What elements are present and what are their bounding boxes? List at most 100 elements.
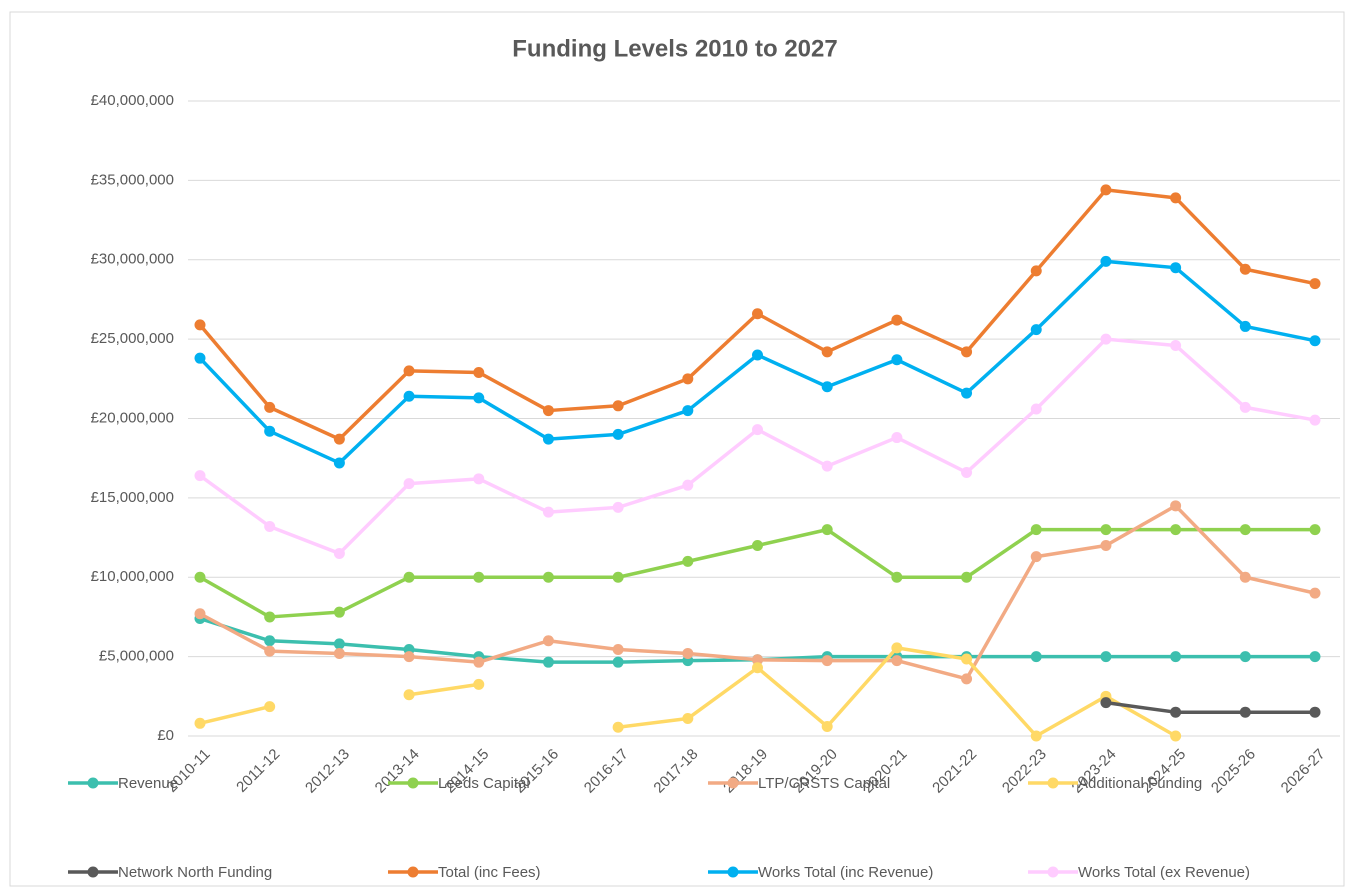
series-point (682, 405, 694, 417)
series-point (821, 655, 833, 667)
series-point (473, 366, 485, 378)
series-point (1170, 500, 1182, 512)
series-point (612, 571, 624, 583)
series-point (682, 713, 694, 725)
series-point (821, 381, 833, 393)
y-tick-label: £35,000,000 (91, 171, 174, 188)
series-point (612, 721, 624, 733)
series-point (542, 635, 554, 647)
series-point (333, 457, 345, 469)
y-tick-label: £10,000,000 (91, 568, 174, 585)
legend-label: Network North Funding (118, 864, 272, 881)
series-point (1170, 524, 1182, 536)
series-point (1170, 706, 1182, 718)
series-point (1309, 651, 1321, 663)
series-point (682, 479, 694, 491)
legend-swatch-point (407, 866, 419, 878)
y-tick-label: £30,000,000 (91, 251, 174, 268)
series-point (1100, 333, 1112, 345)
series-point (403, 365, 415, 377)
series-point (612, 501, 624, 513)
legend-swatch-point (407, 777, 419, 789)
series-point (821, 720, 833, 732)
chart-border (9, 11, 1345, 887)
series-point (1309, 587, 1321, 599)
series-point (542, 506, 554, 518)
series-point (1100, 540, 1112, 551)
series-point (264, 645, 276, 657)
series-point (1309, 335, 1321, 347)
series-point (682, 555, 694, 567)
series-point (473, 473, 485, 485)
series-point (1030, 324, 1042, 336)
y-tick-label: £25,000,000 (91, 330, 174, 347)
series-point (961, 346, 973, 358)
series-point (1239, 706, 1251, 718)
series-point (473, 392, 485, 404)
series-point (1239, 571, 1251, 583)
series-point (1239, 320, 1251, 332)
series-point (1030, 524, 1042, 536)
series-point (1030, 551, 1042, 563)
series-point (194, 608, 206, 620)
series-point (752, 654, 763, 666)
series-point (612, 428, 624, 440)
series-point (961, 387, 973, 399)
y-tick-label: £5,000,000 (99, 648, 174, 665)
series-point (1170, 730, 1182, 742)
series-point (752, 540, 763, 551)
legend-swatch-point (1047, 777, 1059, 789)
series-point (194, 571, 206, 583)
series-point (961, 653, 973, 665)
series-point (1309, 706, 1321, 718)
legend-swatch-point (727, 777, 739, 789)
legend-swatch-point (87, 866, 99, 878)
series-point (1100, 697, 1112, 709)
series-point (333, 547, 345, 559)
series-line (408, 682, 480, 697)
series-point (1030, 651, 1042, 663)
series-point (542, 405, 554, 417)
series-point (682, 647, 694, 659)
series-point (403, 571, 415, 583)
series-point (891, 314, 903, 326)
series-line (1105, 700, 1315, 714)
series-point (1239, 401, 1251, 413)
series-point (264, 611, 276, 623)
y-tick-label: £15,000,000 (91, 489, 174, 506)
series-point (403, 390, 415, 402)
series-point (403, 651, 415, 663)
series-point (194, 352, 206, 364)
legend-swatch-point (727, 866, 739, 878)
series-point (612, 656, 624, 668)
series-point (1170, 651, 1182, 663)
y-tick-label: £0 (157, 727, 174, 744)
series-point (403, 689, 415, 701)
series-point (891, 571, 903, 583)
series-point (1100, 524, 1112, 536)
legend-swatch-point (1047, 866, 1059, 878)
series-point (1170, 262, 1182, 274)
series-point (194, 319, 206, 331)
series-point (1239, 651, 1251, 663)
series-point (473, 571, 485, 583)
series-point (264, 635, 276, 647)
legend-label: Leeds Capital (438, 775, 530, 792)
series-point (1030, 265, 1042, 277)
series-point (891, 655, 903, 667)
y-tick-label: £40,000,000 (91, 92, 174, 109)
series-point (891, 432, 903, 444)
series-point (821, 524, 833, 536)
series-point (1100, 184, 1112, 196)
series-point (264, 425, 276, 437)
series-point (194, 470, 206, 482)
series-point (333, 638, 345, 650)
series-point (1309, 524, 1321, 536)
series-point (1309, 414, 1321, 426)
chart-title: Funding Levels 2010 to 2027 (512, 35, 837, 62)
y-tick-label: £20,000,000 (91, 409, 174, 426)
series-point (542, 656, 554, 668)
legend-swatch-point (87, 777, 99, 789)
series-point (1100, 651, 1112, 663)
series-point (1100, 255, 1112, 267)
